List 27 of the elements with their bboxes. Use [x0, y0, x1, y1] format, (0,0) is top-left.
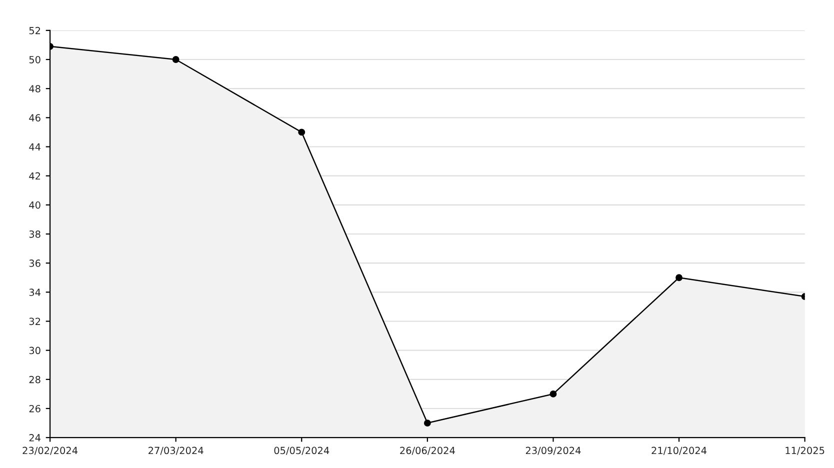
- x-tick-label: 11/2025: [786, 446, 824, 455]
- x-tick-label: 23/09/2024: [526, 446, 581, 455]
- x-tick-label: 26/06/2024: [400, 446, 455, 455]
- y-tick-label: 38: [29, 230, 40, 238]
- y-tick-label: 44: [29, 143, 40, 150]
- x-tick-label: 05/05/2024: [274, 446, 330, 455]
- y-tick-label: 28: [29, 376, 40, 384]
- y-tick-label: 42: [29, 172, 40, 180]
- x-tick-label: 27/03/2024: [148, 446, 204, 455]
- point: [424, 420, 431, 427]
- y-tick-label: 46: [29, 114, 40, 122]
- y-tick-label: 40: [29, 201, 40, 209]
- x-tick-label: 21/10/2024: [652, 446, 706, 455]
- y-tick-label: 24: [29, 434, 40, 442]
- y-tick-label: 50: [29, 56, 40, 64]
- x-tick-label: 23/02/2024: [22, 446, 78, 455]
- y-tick-label: 26: [29, 404, 40, 412]
- y-tick-label: 32: [29, 318, 40, 326]
- point: [172, 56, 180, 63]
- point: [298, 128, 306, 136]
- y-tick-label: 34: [29, 288, 40, 296]
- y-tick-label: 30: [29, 346, 40, 354]
- y-tick-label: 48: [29, 85, 40, 92]
- point: [550, 390, 557, 398]
- y-tick-label: 52: [29, 26, 40, 34]
- point: [676, 274, 682, 282]
- y-tick-label: 36: [29, 260, 40, 267]
